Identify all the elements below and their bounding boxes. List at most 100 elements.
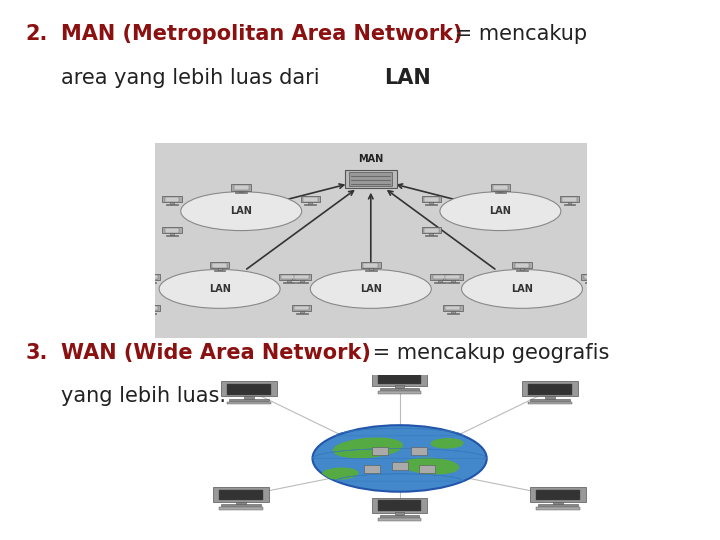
Bar — [438, 280, 442, 282]
Bar — [378, 391, 421, 394]
Bar — [426, 235, 437, 236]
Bar — [148, 311, 153, 313]
Bar — [210, 262, 229, 268]
Bar — [395, 512, 405, 515]
Bar — [305, 204, 316, 205]
Bar — [244, 396, 254, 399]
Bar — [495, 192, 506, 193]
Text: LAN: LAN — [209, 284, 230, 294]
Bar — [165, 228, 179, 233]
Bar — [378, 500, 421, 511]
Bar — [431, 274, 449, 280]
Ellipse shape — [440, 192, 561, 231]
Bar — [170, 202, 174, 204]
Bar — [422, 227, 441, 233]
Text: = mencakup geografis: = mencakup geografis — [366, 343, 609, 363]
Text: 3.: 3. — [25, 343, 48, 363]
Ellipse shape — [181, 192, 302, 231]
Ellipse shape — [333, 438, 402, 457]
Bar — [361, 262, 381, 268]
Bar — [536, 508, 580, 510]
Text: 2.: 2. — [25, 24, 48, 44]
Bar — [446, 306, 460, 310]
Bar — [560, 196, 579, 202]
Bar — [372, 371, 428, 386]
Bar — [447, 313, 459, 314]
Bar — [300, 311, 304, 313]
Bar — [345, 170, 397, 188]
Bar — [294, 275, 309, 279]
Bar — [424, 228, 438, 233]
Text: LAN: LAN — [384, 68, 431, 87]
Bar — [582, 274, 600, 280]
Bar — [217, 268, 222, 270]
Bar — [222, 381, 277, 396]
Bar — [212, 263, 227, 268]
Bar — [451, 311, 455, 313]
Bar — [303, 197, 318, 201]
Bar — [214, 270, 225, 271]
Bar — [451, 280, 455, 282]
Ellipse shape — [431, 439, 463, 448]
Bar — [141, 305, 161, 311]
Bar — [236, 502, 246, 504]
Bar — [145, 313, 156, 314]
Text: MAN: MAN — [358, 154, 384, 165]
Bar — [294, 306, 309, 310]
Bar — [300, 280, 304, 282]
Ellipse shape — [462, 269, 582, 308]
Bar — [369, 268, 373, 270]
Bar — [287, 280, 291, 282]
Bar — [364, 263, 378, 268]
Bar — [567, 202, 572, 204]
Bar — [564, 204, 575, 205]
Bar — [545, 396, 555, 399]
Bar — [444, 305, 463, 311]
Bar — [143, 306, 158, 310]
Bar — [531, 399, 570, 401]
Bar — [214, 487, 269, 502]
Bar — [584, 275, 598, 279]
Bar — [528, 384, 572, 395]
Text: MAN (Metropolitan Area Network): MAN (Metropolitan Area Network) — [61, 24, 463, 44]
Bar — [228, 402, 271, 404]
Bar — [444, 274, 463, 280]
Bar — [365, 270, 377, 271]
Bar — [143, 275, 158, 279]
Bar — [392, 462, 408, 470]
Bar — [424, 197, 438, 201]
Bar — [419, 465, 436, 473]
Bar — [531, 487, 586, 502]
Bar — [378, 373, 421, 384]
Bar — [412, 447, 428, 455]
Bar — [429, 233, 433, 235]
Bar — [349, 172, 392, 186]
Text: LAN: LAN — [360, 284, 382, 294]
Bar — [433, 275, 447, 279]
Bar — [589, 280, 593, 282]
Bar — [282, 275, 296, 279]
Text: = mencakup: = mencakup — [448, 24, 587, 44]
Bar — [141, 274, 161, 280]
Bar — [163, 227, 181, 233]
Bar — [513, 262, 531, 268]
Bar — [165, 197, 179, 201]
Bar — [234, 185, 248, 190]
Bar — [220, 490, 263, 501]
Bar — [163, 196, 181, 202]
Bar — [372, 498, 428, 513]
Bar — [166, 235, 178, 236]
Text: area yang lebih luas dari: area yang lebih luas dari — [61, 68, 326, 87]
Bar — [292, 274, 311, 280]
Bar — [491, 184, 510, 191]
Bar — [429, 202, 433, 204]
Bar — [364, 465, 380, 473]
Bar — [446, 275, 460, 279]
Bar — [539, 504, 578, 507]
Bar — [279, 274, 299, 280]
Ellipse shape — [159, 269, 280, 308]
Bar — [235, 192, 247, 193]
Bar — [380, 515, 420, 518]
Bar — [292, 305, 311, 311]
Bar — [426, 204, 437, 205]
